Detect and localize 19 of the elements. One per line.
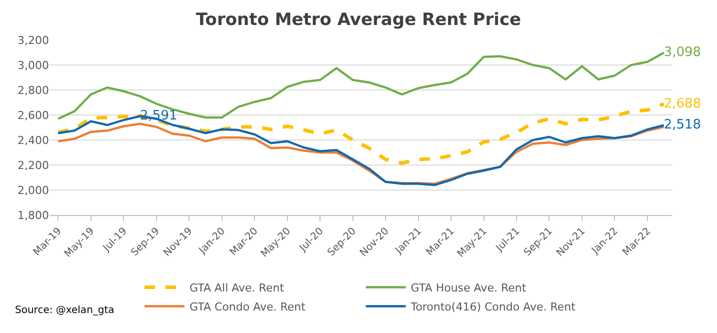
source-note: Source: @xelan_gta bbox=[15, 305, 114, 316]
y-tick-label: 1,800 bbox=[18, 208, 49, 222]
legend-label: Toronto(416) Condo Ave. Rent bbox=[410, 300, 576, 314]
legend-label: GTA House Ave. Rent bbox=[410, 282, 527, 295]
y-tick-label: 2,800 bbox=[18, 84, 49, 97]
line-series bbox=[57, 52, 665, 120]
y-tick-label: 2,200 bbox=[18, 158, 49, 172]
y-tick-label: 2,400 bbox=[18, 134, 49, 147]
data-label: 2,688 bbox=[664, 96, 702, 112]
y-tick-label: 2,000 bbox=[18, 184, 49, 197]
line-series bbox=[56, 102, 666, 165]
legend-label: GTA All Ave. Rent bbox=[190, 282, 285, 295]
data-label: 3,098 bbox=[664, 45, 702, 60]
y-tick-label: 3,200 bbox=[18, 34, 49, 47]
data-label: 2,518 bbox=[664, 118, 702, 132]
chart-title: Toronto Metro Average Rent Price bbox=[196, 10, 522, 30]
y-tick-label: 2,600 bbox=[18, 108, 49, 122]
y-tick-label: 3,000 bbox=[18, 58, 49, 72]
legend-label: GTA Condo Ave. Rent bbox=[190, 300, 306, 314]
